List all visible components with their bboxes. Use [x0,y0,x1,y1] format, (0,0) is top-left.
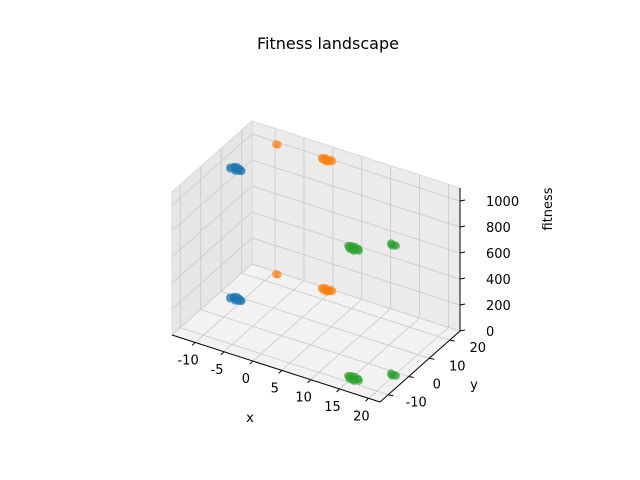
chart-title: Fitness landscape [257,34,399,53]
x-tick-label: 10 [295,391,312,406]
z-grid-back [251,237,461,306]
data-point-series_2 [321,157,330,166]
z-tick-label: 600 [486,247,511,262]
x-tick-label: 0 [242,372,250,387]
y-tick-label: -10 [406,396,427,411]
y-tick-mark [449,339,455,342]
data-point-series_3 [350,247,358,255]
x-tick-mark [336,388,340,393]
x-tick-mark [249,360,254,365]
y-grid-floor [200,309,409,377]
z-tick-mark [459,277,466,280]
z-tick-mark [459,251,466,254]
x-grid-floor [281,299,363,371]
data-point-series_2 [273,140,282,149]
x-tick-mark [191,342,196,346]
z-tick-label: 0 [486,325,494,340]
x-tick-mark [278,370,283,374]
z-axis-label: fitness [541,187,556,230]
chart-points [226,140,400,385]
z-tick-mark [459,199,466,202]
z-tick-label: 1000 [486,195,519,210]
z-grid-side [171,263,253,336]
x-tick-mark [365,397,369,402]
data-point-series_1 [237,297,246,306]
x-tick-label: 5 [271,381,279,396]
y-grid-floor [221,290,430,359]
data-point-series_2 [273,270,282,279]
data-point-series_3 [392,241,400,250]
z-tick-mark [459,329,466,332]
x-tick-mark [307,379,312,384]
y-tick-mark [429,357,435,360]
x-grid-floor [368,326,449,399]
data-point-series_3 [350,377,358,385]
z-grid-back [251,133,461,202]
chart-panes [172,121,460,402]
y-axis-label: y [470,378,478,393]
z-grid-back [251,263,461,332]
z-grid-side [171,185,253,258]
chart-grid [171,128,461,399]
y-tick-label: 0 [433,378,441,393]
pane-edge [251,120,461,189]
y-tick-label: 10 [449,359,466,374]
x-axis-label: x [246,411,254,426]
x-grid-floor [252,289,334,362]
y-tick-label: 20 [469,341,486,356]
z-grid-back [251,185,461,254]
z-tick-label: 800 [486,221,511,236]
z-grid-side [171,133,253,206]
x-grid-floor [310,308,391,380]
y-axis-line [379,330,461,403]
z-grid-back [251,159,461,228]
z-tick-label: 200 [486,299,511,314]
y-tick-mark [388,394,394,397]
z-grid-side [171,211,253,284]
data-point-series_2 [321,287,330,296]
x-tick-label: 15 [324,400,341,415]
x-tick-label: -10 [177,353,198,368]
x-grid-floor [194,271,276,343]
z-tick-mark [459,225,466,228]
data-point-series_1 [237,167,246,176]
x-tick-label: -5 [211,363,224,378]
y-tick-mark [408,376,414,379]
z-grid-side [171,237,253,310]
x-tick-mark [220,351,225,356]
x-tick-label: 20 [353,409,370,424]
data-point-series_3 [392,371,400,380]
chart-axes [171,120,461,403]
x-grid-floor [223,280,305,353]
z-tick-mark [459,303,466,306]
x-axis-line [171,334,381,403]
y-grid-floor [241,272,450,341]
z-tick-label: 400 [486,273,511,288]
pane-edge [171,120,253,193]
